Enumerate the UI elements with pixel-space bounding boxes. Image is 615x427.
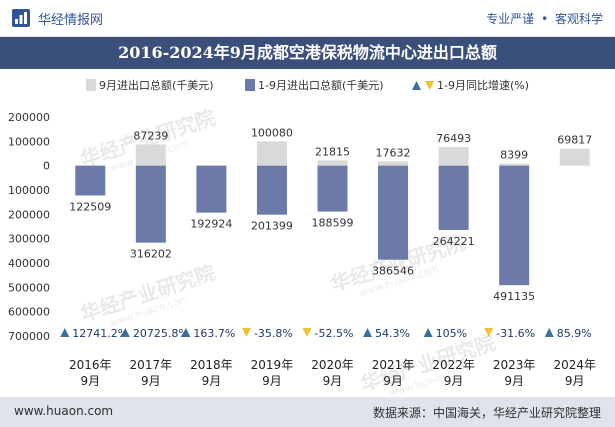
x-tick-label-month: 9月 [202, 374, 222, 388]
x-tick-label-year: 2019年 [251, 358, 294, 372]
growth-label: -31.6% [496, 327, 535, 340]
growth-label: 85.9% [557, 327, 592, 340]
growth-up-triangle-icon [120, 328, 130, 337]
data-label-monthly: 87239 [133, 129, 168, 142]
bar-monthly [317, 160, 348, 166]
bar-monthly [499, 163, 530, 166]
bar-monthly [378, 161, 409, 166]
data-label-cumulative: 201399 [251, 220, 293, 233]
y-tick-label: 400000 [8, 257, 50, 270]
x-tick-label-year: 2018年 [190, 358, 233, 372]
x-tick-label-month: 9月 [565, 374, 585, 388]
legend-swatch-monthly [86, 79, 96, 91]
data-label-monthly: 21815 [315, 145, 350, 158]
y-tick-label: 200000 [8, 208, 50, 221]
tagline-left: 专业严谨 [486, 12, 535, 26]
y-tick-label: 700000 [8, 330, 50, 343]
bar-cumulative [135, 165, 166, 243]
x-tick-label-month: 9月 [504, 374, 524, 388]
data-label-monthly: 17632 [376, 146, 411, 159]
growth-up-triangle-icon [363, 328, 373, 337]
x-tick-label-year: 2022年 [432, 358, 475, 372]
y-tick-label: 100000 [8, 135, 50, 148]
y-tick-label: 600000 [8, 306, 50, 319]
legend-label-cumulative: 1-9月进出口总额(千美元) [258, 78, 384, 92]
bar-monthly [256, 141, 287, 166]
bar-cumulative [438, 165, 469, 230]
data-label-cumulative: 192924 [190, 218, 232, 231]
x-tick-label-month: 9月 [262, 374, 282, 388]
x-tick-label-year: 2023年 [493, 358, 536, 372]
data-label-monthly: 76493 [436, 132, 471, 145]
data-label-cumulative: 316202 [130, 248, 172, 261]
bar-monthly [438, 147, 469, 166]
data-label-monthly: 100080 [251, 126, 293, 139]
data-label-cumulative: 188599 [312, 217, 354, 230]
y-tick-label: 500000 [8, 281, 50, 294]
legend-swatch-cumulative [245, 79, 255, 91]
bar-cumulative [317, 165, 348, 212]
bar-monthly [135, 144, 166, 166]
data-label-cumulative: 491135 [493, 290, 535, 303]
footer-source: 数据来源：中国海关，华经产业研究院整理 [372, 406, 601, 420]
bar-cumulative [196, 165, 227, 213]
x-tick-label-month: 9月 [80, 374, 100, 388]
bar-cumulative [256, 165, 287, 215]
footer-bar: www.huaon.com 数据来源：中国海关，华经产业研究院整理 [0, 397, 615, 427]
y-tick-label: 0 [43, 160, 50, 173]
x-tick-label-month: 9月 [141, 374, 161, 388]
growth-down-triangle-icon [484, 328, 494, 337]
x-tick-label-year: 2024年 [553, 358, 596, 372]
growth-up-triangle-icon [423, 328, 433, 337]
x-tick-label-year: 2020年 [311, 358, 354, 372]
growth-up-triangle-icon [544, 328, 554, 337]
bar-cumulative [378, 165, 409, 260]
tagline: 专业严谨 • 客观科学 [486, 10, 603, 27]
legend-triangle-down-icon [425, 81, 434, 90]
growth-label: -52.5% [315, 327, 354, 340]
chart-area: 华经产业研究院www.huaon.com华经产业研究院www.huaon.com… [8, 78, 596, 397]
growth-label: 163.7% [193, 327, 235, 340]
bar-monthly [559, 148, 590, 166]
y-tick-label: 200000 [8, 111, 50, 124]
growth-down-triangle-icon [241, 328, 251, 337]
bar-cumulative [499, 165, 530, 286]
data-label-monthly: 69817 [557, 134, 592, 147]
growth-up-triangle-icon [60, 328, 70, 337]
x-tick-label-year: 2017年 [130, 358, 173, 372]
growth-label: 12741.2% [72, 327, 128, 340]
brand-name: 华经情报网 [38, 13, 104, 28]
x-tick-label-year: 2021年 [372, 358, 415, 372]
legend-triangle-up-icon [412, 81, 421, 90]
data-label-cumulative: 122509 [69, 200, 111, 213]
growth-label: 20725.8% [133, 327, 189, 340]
growth-label: 105% [436, 327, 467, 340]
data-label-cumulative: 264221 [433, 235, 475, 248]
chart-title: 2016-2024年9月成都空港保税物流中心进出口总额 [0, 37, 615, 69]
huajing-logo-icon [12, 9, 30, 27]
x-tick-label-year: 2016年 [69, 358, 112, 372]
footer-url: www.huaon.com [14, 404, 114, 418]
x-tick-label-month: 9月 [323, 374, 343, 388]
growth-label: -35.8% [254, 327, 293, 340]
data-label-monthly: 8399 [500, 149, 528, 162]
growth-up-triangle-icon [181, 328, 191, 337]
tagline-right: 客观科学 [554, 12, 603, 26]
legend-label-monthly: 9月进出口总额(千美元) [99, 78, 214, 92]
y-tick-label: 300000 [8, 233, 50, 246]
data-label-cumulative: 386546 [372, 265, 414, 278]
x-tick-label-month: 9月 [444, 374, 464, 388]
y-tick-label: 100000 [8, 184, 50, 197]
growth-label: 54.3% [375, 327, 410, 340]
bar-cumulative [75, 165, 106, 196]
tagline-separator: • [541, 12, 549, 26]
x-tick-label-month: 9月 [383, 374, 403, 388]
header-bar: 华经情报网 专业严谨 • 客观科学 [0, 0, 615, 37]
legend-label-growth: 1-9月同比增速(%) [437, 78, 529, 92]
growth-down-triangle-icon [302, 328, 312, 337]
